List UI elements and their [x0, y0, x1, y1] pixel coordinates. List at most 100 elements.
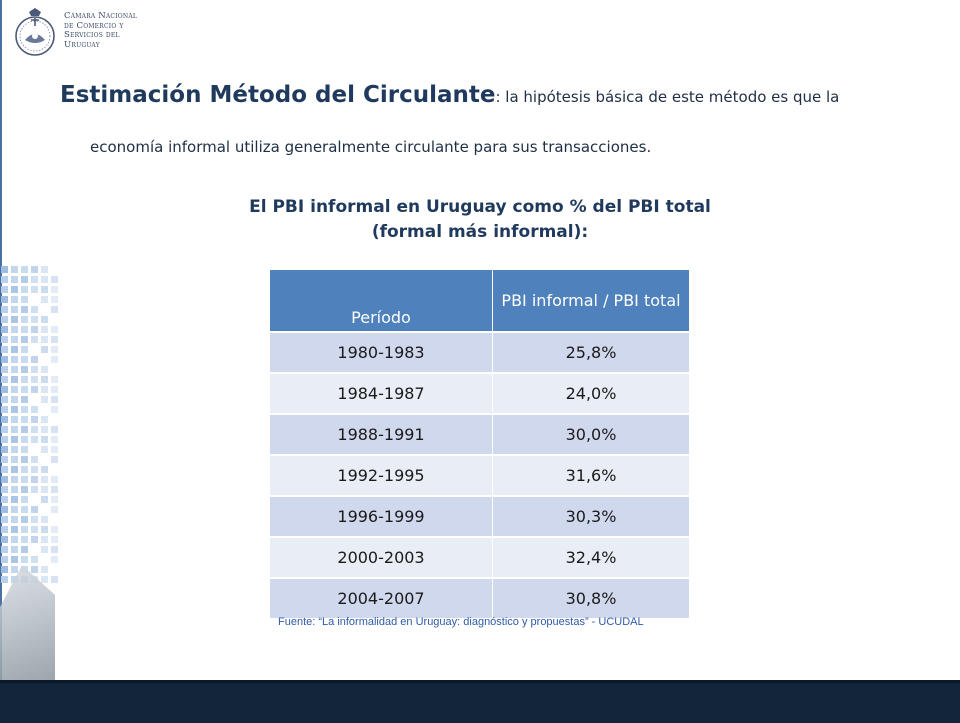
decorative-square: [1, 266, 8, 273]
decorative-square: [1, 326, 8, 333]
decorative-square: [41, 326, 48, 333]
decorative-square: [31, 506, 38, 513]
decorative-square: [21, 436, 28, 443]
decorative-square: [31, 366, 38, 373]
decorative-square: [1, 306, 8, 313]
cell-period: 1992-1995: [270, 455, 493, 497]
chamber-seal-icon: [15, 8, 55, 56]
decorative-square: [21, 336, 28, 343]
decorative-square: [21, 446, 28, 453]
decorative-square: [41, 466, 48, 473]
decorative-square: [51, 476, 58, 483]
decorative-square: [51, 576, 58, 583]
cell-period: 2000-2003: [270, 537, 493, 579]
left-border-line: [0, 0, 2, 690]
decorative-square: [21, 326, 28, 333]
table-row: 1980-1983 25,8%: [270, 332, 690, 374]
decorative-square: [51, 546, 58, 553]
decorative-square: [11, 556, 18, 563]
decorative-square: [11, 406, 18, 413]
decorative-square: [1, 496, 8, 503]
decorative-square: [21, 266, 28, 273]
decorative-square: [21, 346, 28, 353]
decorative-square: [1, 276, 8, 283]
decorative-square: [11, 316, 18, 323]
decorative-square: [41, 526, 48, 533]
decorative-square: [31, 416, 38, 423]
decorative-square: [31, 406, 38, 413]
decorative-square: [1, 316, 8, 323]
decorative-square: [1, 476, 8, 483]
decorative-square: [31, 466, 38, 473]
decorative-square: [11, 566, 18, 573]
logo-text-line-4: Uruguay: [64, 39, 100, 50]
decorative-square: [1, 386, 8, 393]
decorative-square: [1, 296, 8, 303]
decorative-square: [1, 346, 8, 353]
decorative-square: [31, 376, 38, 383]
cell-period: 1980-1983: [270, 332, 493, 374]
decorative-square: [1, 396, 8, 403]
cell-value: 30,0%: [492, 414, 690, 456]
decorative-square: [41, 316, 48, 323]
decorative-square: [21, 286, 28, 293]
decorative-square: [51, 446, 58, 453]
decorative-square: [21, 366, 28, 373]
decorative-square: [31, 386, 38, 393]
decorative-square: [41, 436, 48, 443]
decorative-square: [1, 286, 8, 293]
decorative-square: [51, 526, 58, 533]
table-title-line-2: (formal más informal):: [371, 222, 589, 242]
decorative-square: [51, 506, 58, 513]
decorative-square: [51, 426, 58, 433]
decorative-square: [21, 516, 28, 523]
decorative-square: [21, 556, 28, 563]
decorative-square: [11, 466, 18, 473]
decorative-square: [11, 496, 18, 503]
decorative-square: [11, 346, 18, 353]
decorative-square: [41, 486, 48, 493]
decorative-square: [21, 386, 28, 393]
decorative-square: [31, 276, 38, 283]
decorative-square: [41, 566, 48, 573]
decorative-square: [21, 276, 28, 283]
decorative-square: [51, 356, 58, 363]
decorative-square: [11, 356, 18, 363]
decorative-square: [1, 466, 8, 473]
decorative-square: [21, 396, 28, 403]
decorative-square: [31, 286, 38, 293]
decorative-square: [1, 406, 8, 413]
decorative-square: [21, 356, 28, 363]
decorative-square: [11, 486, 18, 493]
table-row: 1992-1995 31,6%: [270, 455, 690, 497]
decorative-square: [21, 476, 28, 483]
decorative-square: [31, 556, 38, 563]
decorative-square: [21, 316, 28, 323]
decorative-square: [31, 486, 38, 493]
decorative-square: [11, 446, 18, 453]
decorative-square: [51, 296, 58, 303]
decorative-square: [21, 506, 28, 513]
decorative-square: [51, 456, 58, 463]
decorative-square: [11, 336, 18, 343]
decorative-square: [41, 336, 48, 343]
decorative-square: [51, 326, 58, 333]
header-pbi-ratio: PBI informal / PBI total: [492, 270, 690, 333]
decorative-square: [41, 376, 48, 383]
decorative-square: [21, 466, 28, 473]
decorative-square: [51, 556, 58, 563]
decorative-square: [51, 436, 58, 443]
decorative-square: [21, 416, 28, 423]
decorative-square: [1, 416, 8, 423]
decorative-square: [31, 426, 38, 433]
decorative-square: [1, 356, 8, 363]
decorative-square: [41, 546, 48, 553]
decorative-square: [31, 316, 38, 323]
decorative-square: [11, 546, 18, 553]
decorative-square: [11, 476, 18, 483]
table-row: 2000-2003 32,4%: [270, 537, 690, 579]
decorative-square: [51, 386, 58, 393]
table-row: 1984-1987 24,0%: [270, 373, 690, 415]
decorative-square: [11, 386, 18, 393]
heading-text-part1: : la hipótesis básica de este método es …: [495, 88, 840, 106]
